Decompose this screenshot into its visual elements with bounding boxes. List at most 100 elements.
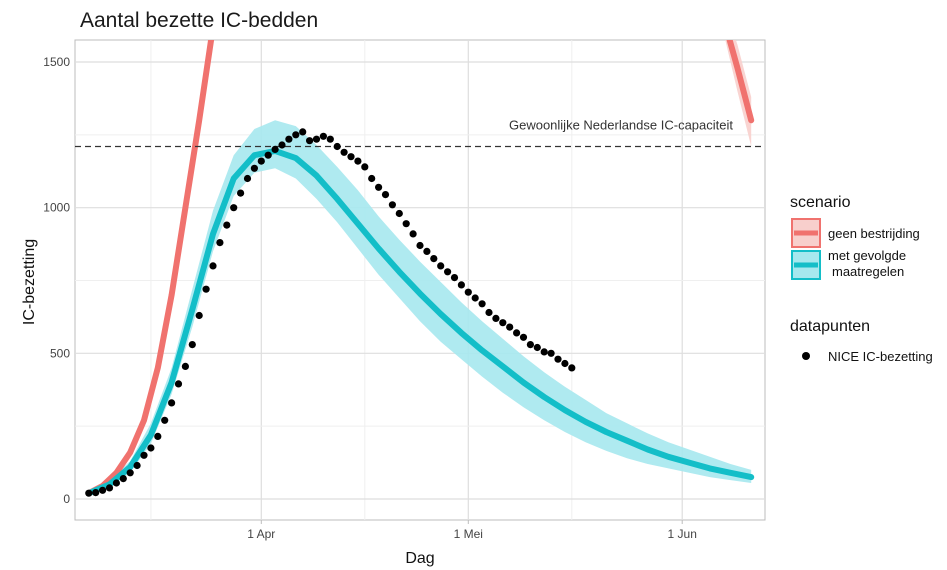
legend-label-line: met gevolgde [828,248,906,263]
y-tick-label: 500 [50,346,70,360]
data-point [112,479,120,487]
x-tick-label: 1 Jun [668,527,697,541]
data-point [237,189,245,197]
data-point [326,135,334,143]
legend-label-met-gevolgde-maatregelen: met gevolgde maatregelen [828,248,906,279]
data-point [306,137,314,145]
data-point [430,255,438,263]
data-point [526,341,535,349]
legend-key-nice-ic-bezetting [802,352,810,360]
y-tick-label: 0 [63,492,70,506]
data-point [147,444,155,452]
data-point [202,285,210,293]
data-point [292,131,300,139]
data-point [278,141,286,149]
data-point [375,183,383,191]
y-tick-label: 1000 [43,201,70,215]
data-point [381,191,390,199]
data-point [471,294,479,302]
data-point [161,416,169,424]
data-point [368,174,376,183]
data-point [299,128,307,136]
data-point [285,135,293,143]
data-point [416,241,424,250]
data-point [492,314,500,322]
data-point [85,489,93,497]
data-point [361,163,369,171]
data-point [168,399,176,407]
data-point [354,157,362,165]
legend-label-geen-bestrijding: geen bestrijding [828,226,920,241]
chart-title: Aantal bezette IC-bedden [80,9,318,32]
data-point [457,281,465,289]
data-point [264,151,272,159]
data-point [409,230,417,238]
series-line-met-gevolgde-maatregelen-0 [85,147,755,497]
data-point [105,484,114,492]
legend-label-line: maatregelen [832,264,904,279]
data-point [223,221,231,229]
data-point [243,174,252,183]
y-tick-label: 1500 [43,55,70,69]
data-point [92,489,100,497]
data-point [312,135,321,143]
data-point [568,364,576,372]
series-line-geen-bestrijding-0 [85,40,215,497]
data-point [209,262,217,270]
data-point [506,323,514,331]
ribbons [88,40,752,497]
data-point [271,145,279,153]
data-point [478,300,486,308]
data-point [485,308,493,317]
data-point [174,380,183,388]
data-point [347,153,355,161]
legend-scenario-title: scenario [790,194,851,211]
data-point [395,209,403,218]
legend: scenario geen bestrijding met gevolgde ma… [790,194,933,364]
data-point [547,349,555,357]
series-line-geen-bestrijding-1 [726,40,755,124]
data-point [216,239,224,247]
ribbon-met-gevolgde-maatregelen [88,120,752,497]
data-point [250,164,258,172]
data-point [561,359,569,368]
data-point [195,311,203,320]
x-tick-label: 1 Apr [247,527,275,541]
data-point [319,132,327,140]
y-axis-title: IC-bezetting [21,239,38,325]
ribbon-geen-bestrijding [725,40,752,147]
data-point [437,262,445,270]
data-point [533,343,541,352]
data-point [333,142,341,151]
data-point [154,432,162,440]
data-point [423,247,431,255]
x-tick-label: 1 Mei [454,527,483,541]
capacity-label: Gewoonlijke Nederlandse IC-capaciteit [509,117,733,132]
data-point [402,220,410,228]
data-point [540,348,548,356]
data-point [450,274,459,282]
data-point [126,469,134,477]
data-point [119,475,127,483]
data-point [181,362,189,370]
legend-label-nice-ic-bezetting: NICE IC-bezetting [828,349,933,364]
data-point [554,355,562,363]
data-points [85,128,576,497]
legend-points-title: datapunten [790,318,870,335]
data-point [444,268,452,276]
data-point [133,461,141,470]
x-tick-labels: 1 Apr 1 Mei 1 Jun [247,520,697,541]
data-point [519,333,528,341]
data-point [140,451,148,459]
data-point [99,486,107,494]
data-point [230,204,238,212]
data-point [388,201,396,209]
y-tick-labels: 0 500 1000 1500 [43,55,70,506]
data-point [188,341,196,349]
data-point [513,329,521,337]
x-axis-title: Dag [405,550,434,567]
series-lines [85,40,755,497]
data-point [499,319,507,327]
data-point [257,157,265,165]
